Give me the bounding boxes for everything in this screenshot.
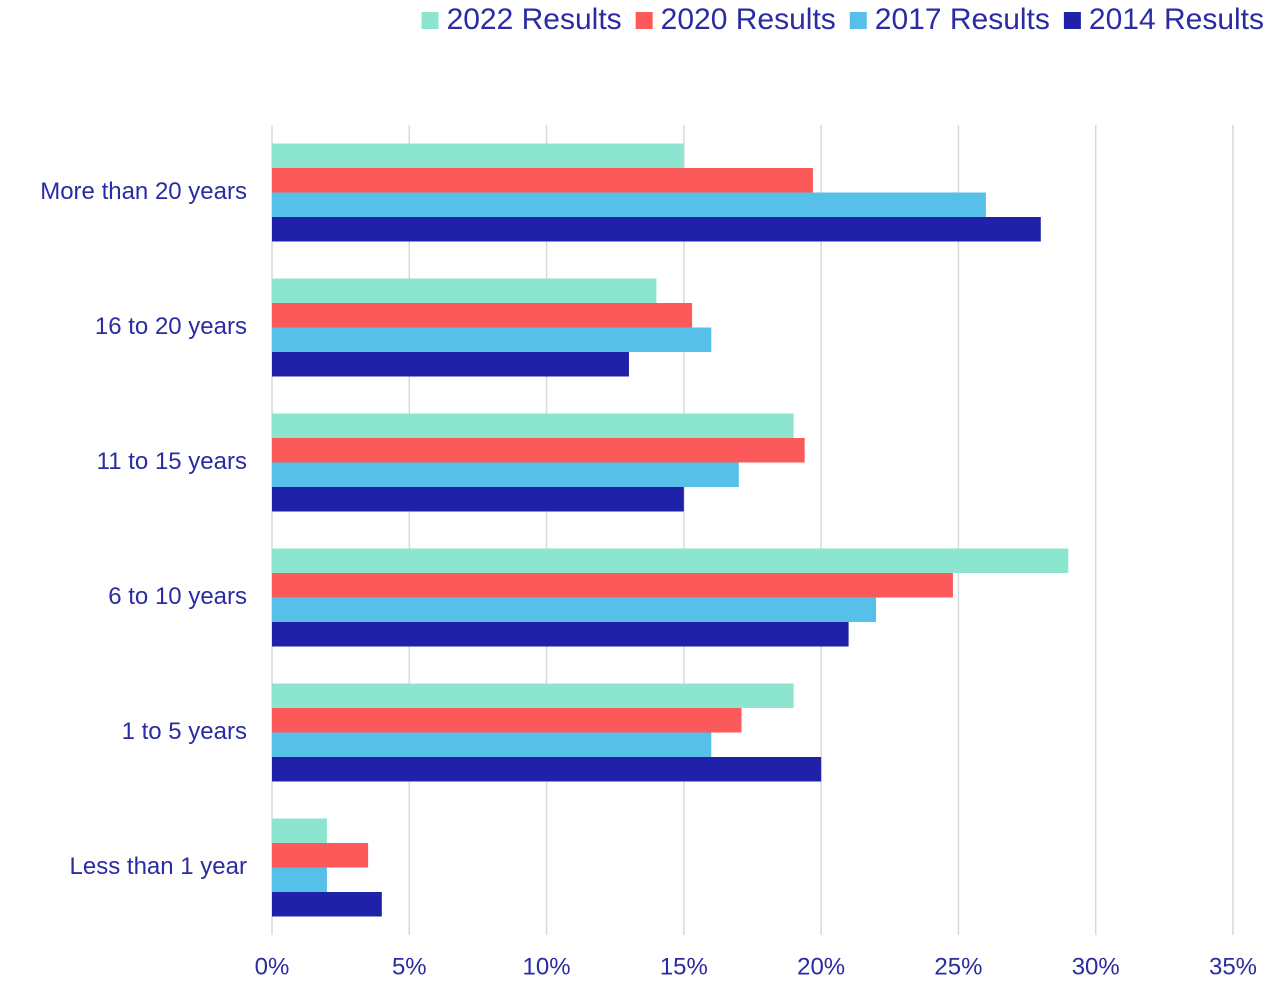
y-tick-label: 6 to 10 years [108,583,247,610]
bar [272,892,382,917]
x-tick-label: 15% [660,953,708,980]
bar [272,217,1041,242]
bar [272,303,693,328]
y-tick-label: 16 to 20 years [95,313,247,340]
bar [272,487,684,512]
bar [272,548,1069,573]
legend-swatch [635,12,653,29]
x-tick-label: 0% [255,953,290,980]
legend-label: 2014 Results [1089,3,1264,36]
bar [272,413,794,438]
bar [272,708,742,733]
bar [272,168,813,193]
legend-label: 2020 Results [661,3,836,36]
bar [272,683,794,708]
y-tick-label: More than 20 years [40,178,247,205]
bar [272,462,739,487]
x-tick-label: 35% [1209,953,1257,980]
y-tick-label: Less than 1 year [70,853,247,880]
x-tick-label: 5% [392,953,427,980]
bar [272,597,877,622]
bar [272,192,986,217]
bar [272,143,684,168]
legend-swatch [1063,12,1081,29]
y-tick-label: 11 to 15 years [97,448,247,475]
x-tick-label: 30% [1072,953,1120,980]
x-tick-label: 10% [523,953,571,980]
bar [272,573,953,598]
bar [272,278,657,303]
legend-label: 2017 Results [875,3,1050,36]
bar [272,622,849,647]
x-tick-label: 25% [934,953,982,980]
bar [272,843,369,868]
bar [272,438,805,463]
bar [272,818,327,843]
bar [272,352,629,377]
bar [272,732,712,757]
bar [272,867,327,892]
x-tick-label: 20% [797,953,845,980]
legend-swatch [849,12,867,29]
bar [272,757,822,782]
y-tick-label: 1 to 5 years [122,718,247,745]
bar [272,327,712,352]
legend-label: 2022 Results [447,3,622,36]
legend-swatch [421,12,439,29]
